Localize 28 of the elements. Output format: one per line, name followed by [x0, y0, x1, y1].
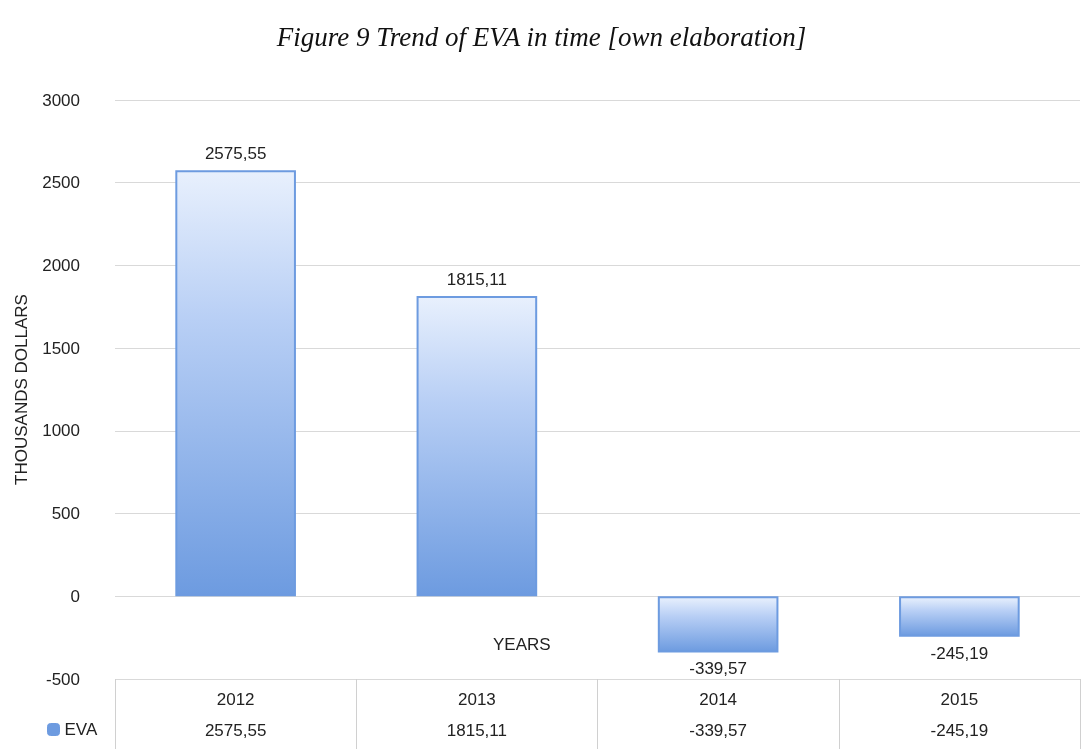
x-tick-label: 2012: [216, 690, 255, 709]
x-tick-label: 2013: [457, 690, 496, 709]
bar: [657, 596, 779, 653]
data-label: 1815,11: [446, 721, 507, 740]
y-axis-title: THOUSANDS DOLLARS: [12, 294, 31, 485]
y-tick-label: 1000: [42, 421, 80, 441]
x-tick-label: 2014: [699, 690, 738, 709]
data-label: 2575,55: [204, 721, 267, 740]
text: -339,57: [689, 659, 747, 679]
bar: [416, 296, 538, 597]
x-tick-label: 2015: [940, 690, 979, 709]
y-tick-label: 3000: [42, 90, 80, 110]
y-tick-label: 2500: [42, 173, 80, 193]
y-tick-label: -500: [45, 669, 80, 689]
data-label: -339,57: [689, 721, 747, 740]
legend-label: EVA: [64, 720, 98, 739]
text: -245,19: [930, 643, 989, 663]
data-label: -245,19: [930, 721, 989, 740]
chart-title: Figure 9 Trend of EVA in time [own elaboration]: [275, 21, 807, 52]
y-tick-label: 500: [51, 504, 80, 524]
y-tick-label: 0: [70, 586, 80, 606]
bar: [175, 170, 296, 597]
y-tick-label: 1500: [42, 338, 80, 358]
bar: [899, 596, 1020, 637]
y-tick-label: 2000: [42, 255, 80, 275]
text: 1815,11: [446, 270, 507, 290]
text: 2575,55: [204, 144, 267, 164]
x-axis-title: YEARS: [493, 635, 551, 654]
